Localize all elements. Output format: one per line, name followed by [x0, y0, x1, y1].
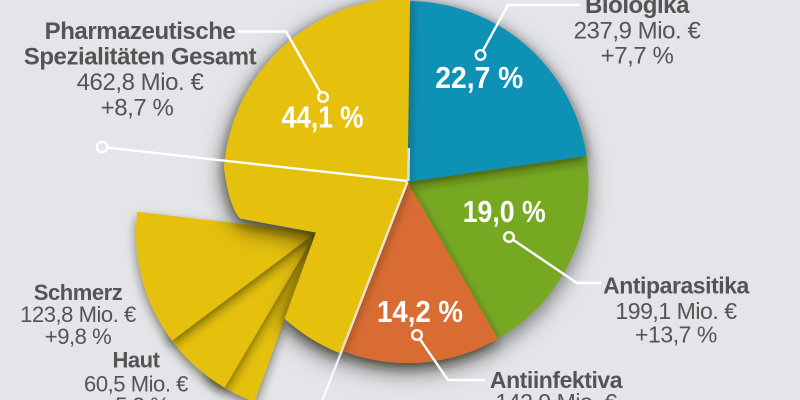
svg-text:Antiparasitika: Antiparasitika — [603, 273, 749, 299]
svg-text:22,7 %: 22,7 % — [435, 60, 523, 95]
svg-text:19,0 %: 19,0 % — [463, 194, 546, 229]
svg-text:+8,7 %: +8,7 % — [101, 95, 174, 122]
svg-text:14,2 %: 14,2 % — [377, 294, 463, 329]
svg-text:Pharmazeutische: Pharmazeutische — [45, 18, 236, 45]
svg-text:+5,3 %: +5,3 % — [103, 393, 169, 400]
svg-text:+13,7 %: +13,7 % — [635, 322, 717, 348]
svg-text:44,1 %: 44,1 % — [282, 100, 364, 135]
svg-text:60,5 Mio. €: 60,5 Mio. € — [84, 372, 188, 397]
svg-text:Biologika: Biologika — [585, 0, 690, 19]
svg-text:237,9 Mio. €: 237,9 Mio. € — [574, 18, 702, 45]
svg-text:Antiinfektiva: Antiinfektiva — [490, 367, 623, 393]
svg-text:123,8 Mio. €: 123,8 Mio. € — [20, 302, 136, 327]
svg-text:142,9 Mio. €: 142,9 Mio. € — [495, 389, 617, 400]
svg-text:+7,7 %: +7,7 % — [601, 43, 674, 70]
svg-text:+9,8 %: +9,8 % — [45, 324, 111, 349]
svg-text:Spezialitäten Gesamt: Spezialitäten Gesamt — [24, 44, 257, 71]
svg-text:462,8 Mio. €: 462,8 Mio. € — [77, 69, 205, 96]
svg-text:199,1 Mio. €: 199,1 Mio. € — [615, 298, 737, 324]
svg-text:Schmerz: Schmerz — [34, 280, 123, 305]
svg-text:Haut: Haut — [112, 348, 160, 373]
